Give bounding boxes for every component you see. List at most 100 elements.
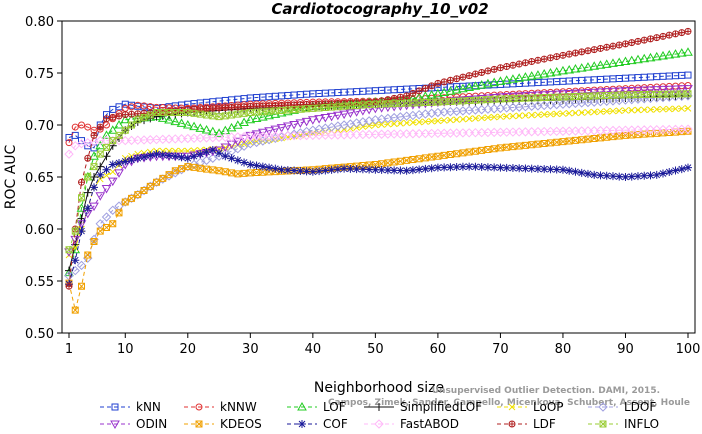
data-point [189,133,199,144]
data-point [140,187,148,195]
data-point [470,81,481,90]
data-point [664,124,674,135]
data-point [640,171,649,180]
data-point [626,86,637,96]
legend-label: LoOP [533,400,564,414]
data-point [540,140,548,148]
data-point [307,116,318,125]
data-point [428,82,436,90]
data-point [277,165,286,174]
x-tick-label: 20 [180,342,197,357]
data-point [546,54,554,62]
data-point [290,166,299,175]
data-point [459,115,467,123]
data-point [477,163,486,172]
data-point [540,165,549,174]
data-point [282,106,293,116]
data-point [621,173,630,181]
data-point [533,70,543,79]
data-point [182,119,193,129]
data-point [146,182,154,190]
data-point [177,153,186,162]
data-point [121,157,130,166]
data-point [408,166,417,175]
data-point [640,36,648,44]
data-point [128,121,136,129]
data-point [276,131,287,141]
data-point [78,178,86,186]
y-axis-title: ROC AUC [3,144,19,209]
data-point [534,140,542,148]
data-point [239,131,249,142]
data-point [426,128,437,139]
data-point [515,164,524,173]
data-point [603,43,611,51]
data-point [314,115,324,124]
data-point [215,149,224,158]
data-point [490,163,499,172]
legend-item-knnw: kNNW [184,400,257,414]
data-point [558,126,568,136]
data-point [684,163,692,172]
data-point [345,130,356,140]
data-point [564,126,574,136]
data-point [358,165,367,174]
data-point [65,139,73,147]
data-point [578,109,586,116]
data-point [490,113,498,121]
data-point [546,139,554,147]
data-point [408,129,418,139]
data-point [483,127,493,138]
data-point [595,125,606,136]
data-point [365,122,373,130]
data-point [158,150,167,159]
legend-item-fastabod: FastABOD [364,417,459,431]
data-point [228,111,236,119]
data-point [103,223,111,231]
data-point [121,126,129,134]
data-point [433,163,442,172]
data-point [521,141,529,149]
legend-marker [195,403,203,411]
data-point [551,66,562,76]
legend-item-ldof: LDOF [588,400,656,414]
data-point [383,166,392,175]
data-point [120,114,131,124]
data-point [78,282,86,290]
data-point [103,172,110,179]
data-point [371,161,379,169]
data-point [228,103,236,111]
data-point [440,117,448,124]
data-point [534,111,542,119]
y-tick-label: 0.80 [25,15,54,30]
data-point [684,27,692,35]
data-point [595,60,606,69]
data-point [227,154,236,163]
data-point [590,108,598,116]
data-point [196,150,205,159]
x-tick-label: 100 [676,342,701,357]
data-point [670,85,681,95]
y-tick-label: 0.70 [25,119,54,134]
data-point [471,70,479,78]
legend-marker [298,420,306,428]
data-point [301,117,312,127]
data-point [96,150,104,158]
data-point [489,77,500,87]
data-point [214,151,224,161]
data-point [96,170,105,179]
data-point [458,162,467,171]
data-point [496,144,504,152]
data-point [626,55,637,65]
data-point [246,102,254,110]
data-point [453,116,461,123]
data-point [321,166,330,175]
data-point [639,125,649,135]
data-point [446,151,454,159]
data-point [659,105,667,113]
data-point [264,131,274,141]
data-point [270,131,281,141]
data-point [433,88,443,98]
y-tick-label: 0.75 [25,67,54,82]
